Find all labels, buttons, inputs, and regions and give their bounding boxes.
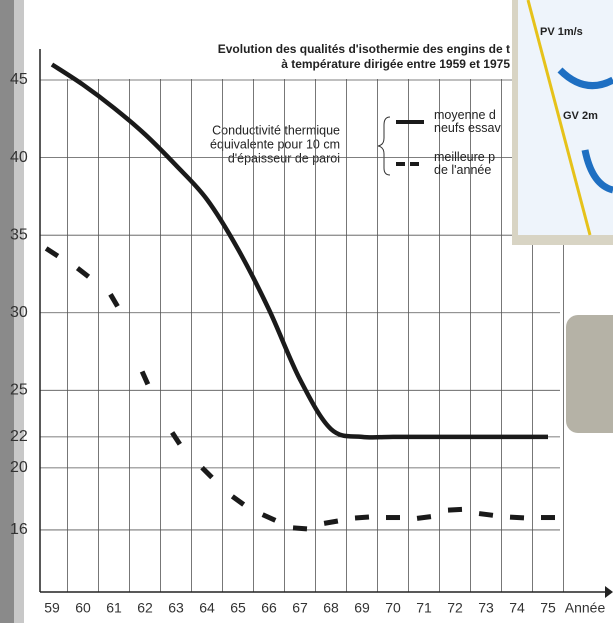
annotation: équivalente pour 10 cm [210,137,340,151]
scan-edge [14,0,24,623]
x-tick-label: 67 [292,600,308,616]
annotation: Conductivité thermique [212,123,340,137]
x-tick-label: 65 [230,600,246,616]
dash-mark [139,370,151,386]
y-tick-label: 22 [10,428,28,445]
dash-mark [354,514,370,521]
y-tick-label: 20 [10,459,28,476]
x-tick-label: 69 [354,600,370,616]
inset-label: GV 2m [563,110,598,122]
y-tick-label: 25 [10,382,28,399]
dash-mark [108,293,120,308]
line [50,62,548,440]
x-axis-label: Année [565,600,606,616]
x-tick-label: 66 [261,600,277,616]
x-tick-label: 75 [540,600,556,616]
y-tick-label: 40 [10,149,28,166]
x-tick-label: 72 [447,600,463,616]
side-button [566,315,613,433]
dash-mark [261,512,277,523]
chart-title: Evolution des qualités d'isothermie des … [218,42,510,56]
x-tick-label: 63 [168,600,184,616]
y-tick-label: 45 [10,71,28,88]
x-tick-label: 60 [75,600,91,616]
y-tick-label: 16 [10,521,28,538]
dash-mark [323,518,339,526]
x-axis-arrow [605,586,613,598]
x-tick-label: 62 [137,600,153,616]
x-tick-label: 59 [44,600,60,616]
dash-mark [200,465,214,480]
x-tick-label: 68 [323,600,339,616]
dash-mark [478,511,494,518]
inset-arrow [557,67,613,90]
chart-title: à température dirigée entre 1959 et 1975 [281,57,510,71]
y-tick-label: 35 [10,226,28,243]
legend-label: moyenne d neufs essav [434,108,501,135]
x-tick-label: 70 [385,600,401,616]
x-tick-label: 64 [199,600,215,616]
dash-mark [447,506,463,513]
dash-mark [230,494,246,507]
x-tick-label: 61 [106,600,122,616]
inset-panel [518,0,613,235]
brace [377,116,391,176]
y-tick-label: 30 [10,304,28,321]
dash-mark [75,266,91,279]
dash-mark [416,514,432,521]
inset-arrow [581,149,613,194]
legend-label: meilleure p de l'année [434,150,495,177]
dash-mark [292,525,308,532]
scan-edge [0,0,14,623]
dash-mark [170,431,182,446]
inset: PV 1m/s GV 2m [512,0,613,245]
inset-label: PV 1m/s [540,26,583,38]
annotation: d'épaisseur de paroi [228,151,340,165]
x-tick-label: 71 [416,600,432,616]
inset-line [526,0,592,236]
x-tick-label: 74 [509,600,525,616]
dash-mark [44,246,60,259]
plot: Evolution des qualités d'isothermie des … [10,42,613,616]
x-tick-label: 73 [478,600,494,616]
dash-mark [509,514,525,521]
